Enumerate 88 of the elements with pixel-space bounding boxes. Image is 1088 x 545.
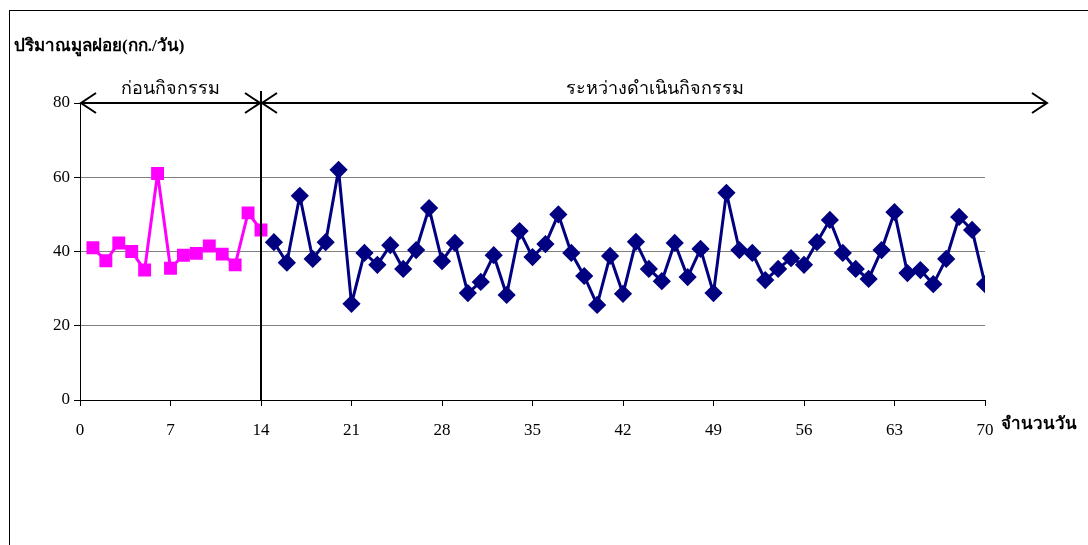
y-tick-label: 60 <box>53 166 70 186</box>
point <box>860 270 878 288</box>
x-axis-title: จำนวนวัน <box>1001 414 1077 434</box>
point <box>498 286 516 304</box>
point <box>575 267 593 285</box>
y-tick-label: 40 <box>53 240 70 260</box>
x-tick-label: 28 <box>433 419 451 439</box>
point <box>588 296 606 314</box>
point <box>176 248 190 262</box>
point <box>202 239 216 253</box>
point <box>317 233 335 251</box>
x-tick-label: 7 <box>166 419 176 439</box>
point <box>394 260 412 278</box>
point <box>549 205 567 223</box>
point <box>343 295 360 313</box>
point <box>627 233 645 251</box>
point <box>847 260 865 278</box>
point <box>653 272 671 290</box>
x-tick-label: 49 <box>705 419 722 439</box>
point <box>151 167 165 180</box>
point <box>808 233 826 251</box>
point <box>679 268 697 286</box>
point <box>950 208 968 226</box>
point <box>304 250 322 268</box>
point <box>368 256 386 274</box>
text: ระหว่างดำเนินกิจกรรม <box>564 77 745 99</box>
text: ก่อนกิจกรรม <box>120 77 221 99</box>
point <box>99 254 113 268</box>
x-tick-label: 56 <box>795 419 813 439</box>
point <box>730 241 748 259</box>
x-tick-label: 35 <box>524 419 541 439</box>
point <box>420 199 438 217</box>
point <box>911 261 929 279</box>
point <box>446 234 464 252</box>
point <box>795 256 813 274</box>
point <box>963 221 981 239</box>
point <box>407 241 425 259</box>
point <box>278 254 296 272</box>
y-tick-label: 20 <box>53 315 70 335</box>
x-tick-label: 21 <box>343 419 360 439</box>
point <box>524 248 541 266</box>
point <box>821 211 839 229</box>
point <box>937 250 955 268</box>
point <box>886 203 903 221</box>
point <box>228 258 242 272</box>
point <box>291 187 309 205</box>
point <box>692 240 710 258</box>
point <box>472 273 490 291</box>
point <box>743 244 761 262</box>
x-tick-label: 0 <box>75 419 85 439</box>
point <box>459 284 477 302</box>
point <box>164 261 177 275</box>
point <box>769 260 787 278</box>
point <box>433 252 451 270</box>
point <box>705 284 722 302</box>
point <box>873 241 891 259</box>
point <box>562 244 580 262</box>
x-tick-label: 42 <box>614 419 632 439</box>
x-tick-label: 70 <box>976 419 994 439</box>
point <box>601 247 619 265</box>
point <box>86 241 100 255</box>
point <box>241 206 255 220</box>
x-tick-label: 63 <box>886 419 903 439</box>
point <box>536 235 554 253</box>
point <box>834 244 852 262</box>
point <box>782 249 800 267</box>
point <box>666 234 684 252</box>
point <box>138 263 152 277</box>
point <box>485 246 503 264</box>
point <box>381 236 399 254</box>
point <box>717 184 735 202</box>
point <box>112 236 126 250</box>
point <box>511 222 529 240</box>
point <box>125 245 139 258</box>
point <box>898 264 916 282</box>
x-tick-label: 14 <box>252 419 270 439</box>
point <box>330 161 348 179</box>
point <box>355 244 373 262</box>
point <box>265 233 283 251</box>
point <box>614 285 632 303</box>
point <box>189 246 203 260</box>
point <box>756 271 774 289</box>
point <box>215 247 229 261</box>
y-tick-label: 0 <box>61 389 70 409</box>
point <box>924 275 942 293</box>
y-tick-label: 80 <box>53 92 70 112</box>
point <box>640 260 658 278</box>
y-axis-title: ปริมาณมูลฝอย(กก./วัน) <box>14 36 185 58</box>
